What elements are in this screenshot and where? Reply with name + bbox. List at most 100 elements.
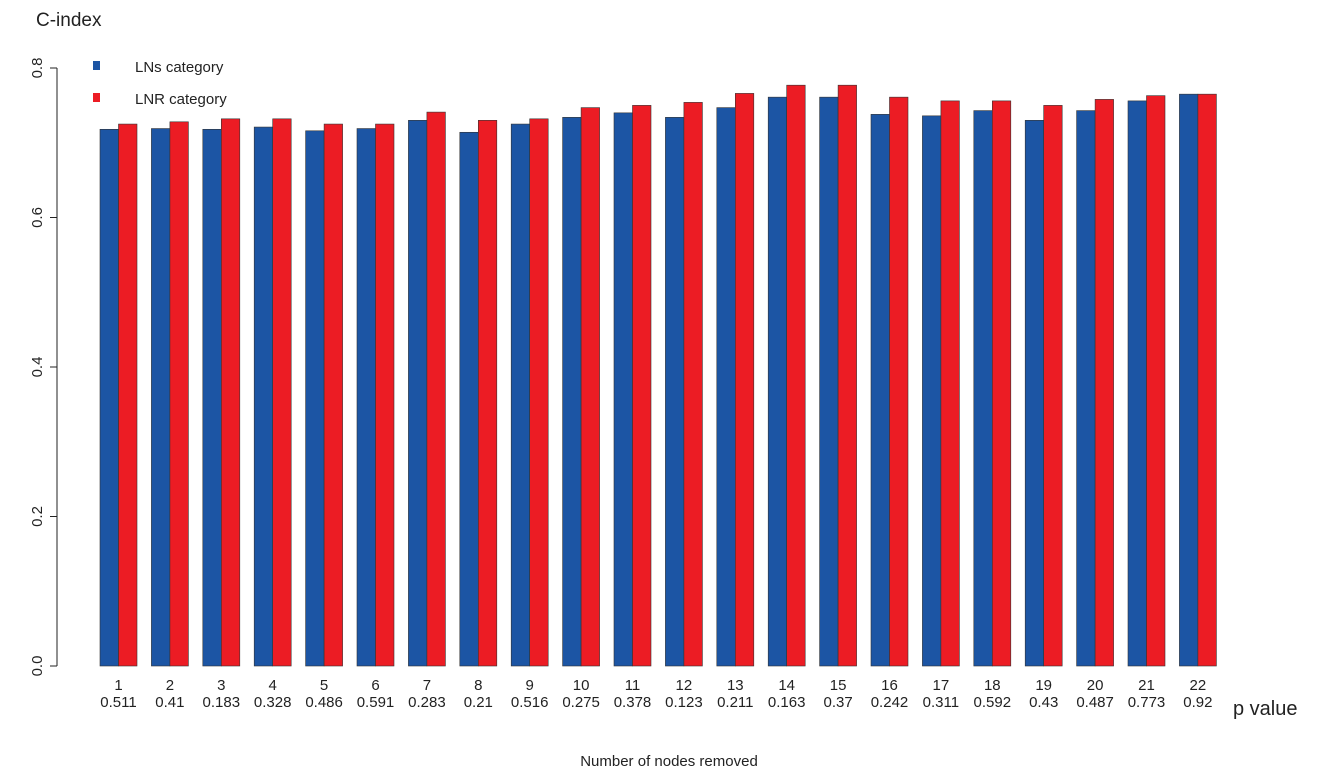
bar-lns-3 [202,128,222,667]
x-category-label: 3 [217,677,225,694]
x-category-label: 4 [269,677,277,694]
bar-lns-10 [562,117,582,667]
bar-lnr-3 [221,118,241,667]
bar-lns-19 [1024,120,1044,667]
bar-lnr-11 [632,105,652,667]
x-category-label: 8 [474,677,482,694]
p-value-label: 0.275 [562,694,600,711]
p-value-label: 0.183 [203,694,241,711]
bar-lnr-17 [940,100,960,667]
x-category-label: 12 [676,677,693,694]
p-value-label: 0.211 [717,694,753,711]
bar-lns-21 [1127,100,1147,667]
x-category-label: 14 [778,677,795,694]
p-value-label: 0.21 [464,694,493,711]
x-category-label: 21 [1138,677,1155,694]
bar-lns-16 [870,114,890,667]
bar-lnr-1 [118,123,138,667]
legend-swatch [93,61,100,70]
x-category-label: 16 [881,677,898,694]
bar-lnr-10 [580,107,600,667]
p-value-label: 0.328 [254,694,292,711]
y-axis-title: C-index [36,10,102,31]
bar-lns-14 [767,96,788,667]
bar-lnr-20 [1094,99,1114,667]
x-category-label: 15 [830,677,847,694]
bar-lnr-7 [426,111,446,667]
x-category-label: 6 [371,677,379,694]
bars [99,84,1217,667]
bar-lnr-16 [889,96,909,667]
bar-lnr-14 [786,84,806,667]
p-value-row-label: p value [1233,698,1298,720]
bar-lns-13 [716,107,736,667]
bar-lns-8 [459,131,479,667]
bar-lns-4 [253,126,273,667]
p-value-label: 0.43 [1029,694,1058,711]
bar-lnr-22 [1197,93,1217,667]
legend-label: LNs category [135,59,224,76]
p-value-label: 0.242 [871,694,909,711]
p-value-label: 0.511 [100,694,136,711]
bar-lnr-2 [169,121,189,667]
bar-lnr-18 [991,100,1012,667]
bar-lns-1 [99,128,119,667]
y-tick-label: 0.8 [29,58,46,79]
x-category-label: 2 [166,677,174,694]
x-category-label: 22 [1190,677,1207,694]
legend-swatch [93,93,100,102]
bar-lnr-15 [837,84,857,667]
x-category-label: 10 [573,677,590,694]
legend: LNs category LNR category [93,59,227,108]
bar-lnr-9 [529,118,549,667]
bar-lns-12 [665,117,685,667]
p-value-label: 0.592 [974,694,1012,711]
bar-lns-2 [151,128,171,667]
bar-lns-11 [613,112,633,667]
p-value-label: 0.41 [155,694,184,711]
p-value-label: 0.311 [923,694,959,711]
p-value-label: 0.92 [1183,694,1212,711]
x-category-label: 17 [933,677,950,694]
p-value-label: 0.123 [665,694,703,711]
x-category-label: 1 [114,677,122,694]
y-tick-label: 0.4 [29,357,46,378]
x-category-label: 11 [625,677,641,694]
bar-lnr-6 [375,123,395,667]
x-category-label: 9 [526,677,534,694]
y-tick-label: 0.0 [29,656,46,677]
x-category-label: 19 [1035,677,1052,694]
x-category-label: 7 [423,677,431,694]
bar-lnr-8 [477,120,498,667]
p-value-label: 0.516 [511,694,549,711]
bar-lnr-5 [323,123,343,667]
bar-lns-18 [973,110,993,667]
bar-lns-15 [819,96,839,667]
p-value-label: 0.283 [408,694,446,711]
x-axis-title: Number of nodes removed [580,753,758,770]
bar-lns-20 [1076,110,1096,667]
bar-lns-7 [408,120,428,667]
p-value-label: 0.37 [823,694,852,711]
bar-lnr-13 [734,93,755,667]
p-value-label: 0.591 [357,694,395,711]
bar-lnr-12 [683,102,703,667]
y-tick-label: 0.6 [29,207,46,228]
x-category-label: 18 [984,677,1001,694]
bar-lns-17 [922,115,942,667]
y-tick-label: 0.2 [29,506,46,527]
p-value-label: 0.486 [305,694,343,711]
p-value-label: 0.378 [614,694,652,711]
p-value-label: 0.163 [768,694,806,711]
x-tick-labels: 10.511 20.41 30.183 40.328 50.486 60.591 70.28… [100,677,1212,711]
bar-lns-6 [356,128,376,667]
bar-lns-9 [510,123,531,667]
legend-label: LNR category [135,91,227,108]
x-category-label: 13 [727,677,744,694]
bar-lnr-19 [1043,105,1063,667]
p-value-label: 0.487 [1076,694,1114,711]
bar-lnr-4 [272,118,292,667]
y-axis: 0.0 0.2 0.4 0.6 0.8 [29,58,58,677]
